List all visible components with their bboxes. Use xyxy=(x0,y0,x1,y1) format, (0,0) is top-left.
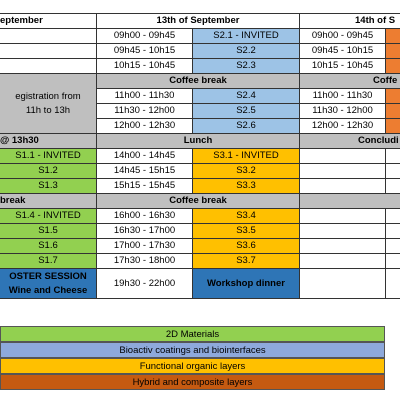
schedule-cell: 19h30 - 22h00 xyxy=(96,268,193,299)
session-cell: S2.2 xyxy=(192,43,300,59)
session-cell: S3.3 xyxy=(192,178,300,194)
empty-cell xyxy=(299,148,386,164)
left-cell: S1.4 - INVITED xyxy=(0,208,97,224)
empty-cell xyxy=(385,148,400,164)
schedule-cell: 09h00 - 09h45 xyxy=(96,28,193,44)
empty-cell xyxy=(385,268,400,299)
session-cell: S2.4 xyxy=(192,88,300,104)
empty-cell xyxy=(385,88,400,104)
schedule-cell: 09h45 - 10h15 xyxy=(96,43,193,59)
schedule-cell: 16h30 - 17h00 xyxy=(96,223,193,239)
empty-cell xyxy=(385,238,400,254)
empty-cell xyxy=(299,268,386,299)
empty-cell xyxy=(299,178,386,194)
schedule-cell: 11h00 - 11h30 xyxy=(96,88,193,104)
schedule-cell: 09h45 - 10h15 xyxy=(299,43,386,59)
empty-cell xyxy=(299,223,386,239)
schedule-cell: 15h15 - 15h45 xyxy=(96,178,193,194)
empty-cell xyxy=(385,223,400,239)
left-cell: S1.1 - INVITED xyxy=(0,148,97,164)
left-cell: break xyxy=(0,193,97,209)
break-cell: Coffe xyxy=(299,73,400,89)
empty-cell xyxy=(385,28,400,44)
session-cell: S3.2 xyxy=(192,163,300,179)
schedule-cell: 17h00 - 17h30 xyxy=(96,238,193,254)
break-cell: Lunch xyxy=(96,133,300,149)
empty-cell xyxy=(385,253,400,269)
left-cell: @ 13h30 xyxy=(0,133,97,149)
empty-cell xyxy=(299,163,386,179)
empty-cell xyxy=(385,58,400,74)
empty-cell xyxy=(0,43,97,59)
legend-entry: Bioactiv coatings and biointerfaces xyxy=(0,342,385,358)
legend-entry: Hybrid and composite layers xyxy=(0,374,385,390)
session-cell: S3.5 xyxy=(192,223,300,239)
empty-cell xyxy=(385,178,400,194)
header-cell: 13th of September xyxy=(96,13,300,29)
break-cell: Coffee break xyxy=(96,193,300,209)
left-cell: S1.6 xyxy=(0,238,97,254)
empty-cell xyxy=(385,43,400,59)
left-cell: OSTER SESSION Wine and Cheese xyxy=(0,268,97,299)
session-cell: Workshop dinner xyxy=(192,268,300,299)
schedule-cell: 11h30 - 12h00 xyxy=(299,103,386,119)
schedule-cell: 12h00 - 12h30 xyxy=(299,118,386,134)
schedule-cell: 14h00 - 14h45 xyxy=(96,148,193,164)
break-cell: Concludi xyxy=(299,133,400,149)
empty-cell xyxy=(299,208,386,224)
session-cell: S2.6 xyxy=(192,118,300,134)
schedule-cell: 11h00 - 11h30 xyxy=(299,88,386,104)
empty-cell xyxy=(299,238,386,254)
schedule-cell: 09h00 - 09h45 xyxy=(299,28,386,44)
session-cell: S3.4 xyxy=(192,208,300,224)
empty-cell xyxy=(0,58,97,74)
schedule-cell: 12h00 - 12h30 xyxy=(96,118,193,134)
legend-entry: 2D Materials xyxy=(0,326,385,342)
session-cell: S2.1 - INVITED xyxy=(192,28,300,44)
left-cell: S1.3 xyxy=(0,178,97,194)
empty-cell xyxy=(299,253,386,269)
left-cell: S1.5 xyxy=(0,223,97,239)
session-cell: S3.6 xyxy=(192,238,300,254)
break-cell: Coffee break xyxy=(96,73,300,89)
left-cell: S1.7 xyxy=(0,253,97,269)
session-cell: S3.1 - INVITED xyxy=(192,148,300,164)
empty-cell xyxy=(385,163,400,179)
schedule-cell: 16h00 - 16h30 xyxy=(96,208,193,224)
schedule-cell: 14h45 - 15h15 xyxy=(96,163,193,179)
schedule-cell: 17h30 - 18h00 xyxy=(96,253,193,269)
empty-cell xyxy=(299,193,400,209)
schedule-cell: 11h30 - 12h00 xyxy=(96,103,193,119)
schedule-cell: 10h15 - 10h45 xyxy=(299,58,386,74)
schedule-cell: 10h15 - 10h45 xyxy=(96,58,193,74)
session-cell: S3.7 xyxy=(192,253,300,269)
legend-entry: Functional organic layers xyxy=(0,358,385,374)
session-cell: S2.3 xyxy=(192,58,300,74)
empty-cell xyxy=(385,208,400,224)
empty-cell xyxy=(0,28,97,44)
left-cell: egistration from 11h to 13h xyxy=(0,73,97,134)
session-cell: S2.5 xyxy=(192,103,300,119)
header-cell: eptember xyxy=(0,13,97,29)
left-cell: S1.2 xyxy=(0,163,97,179)
empty-cell xyxy=(385,103,400,119)
header-cell: 14th of S xyxy=(299,13,400,29)
empty-cell xyxy=(385,118,400,134)
